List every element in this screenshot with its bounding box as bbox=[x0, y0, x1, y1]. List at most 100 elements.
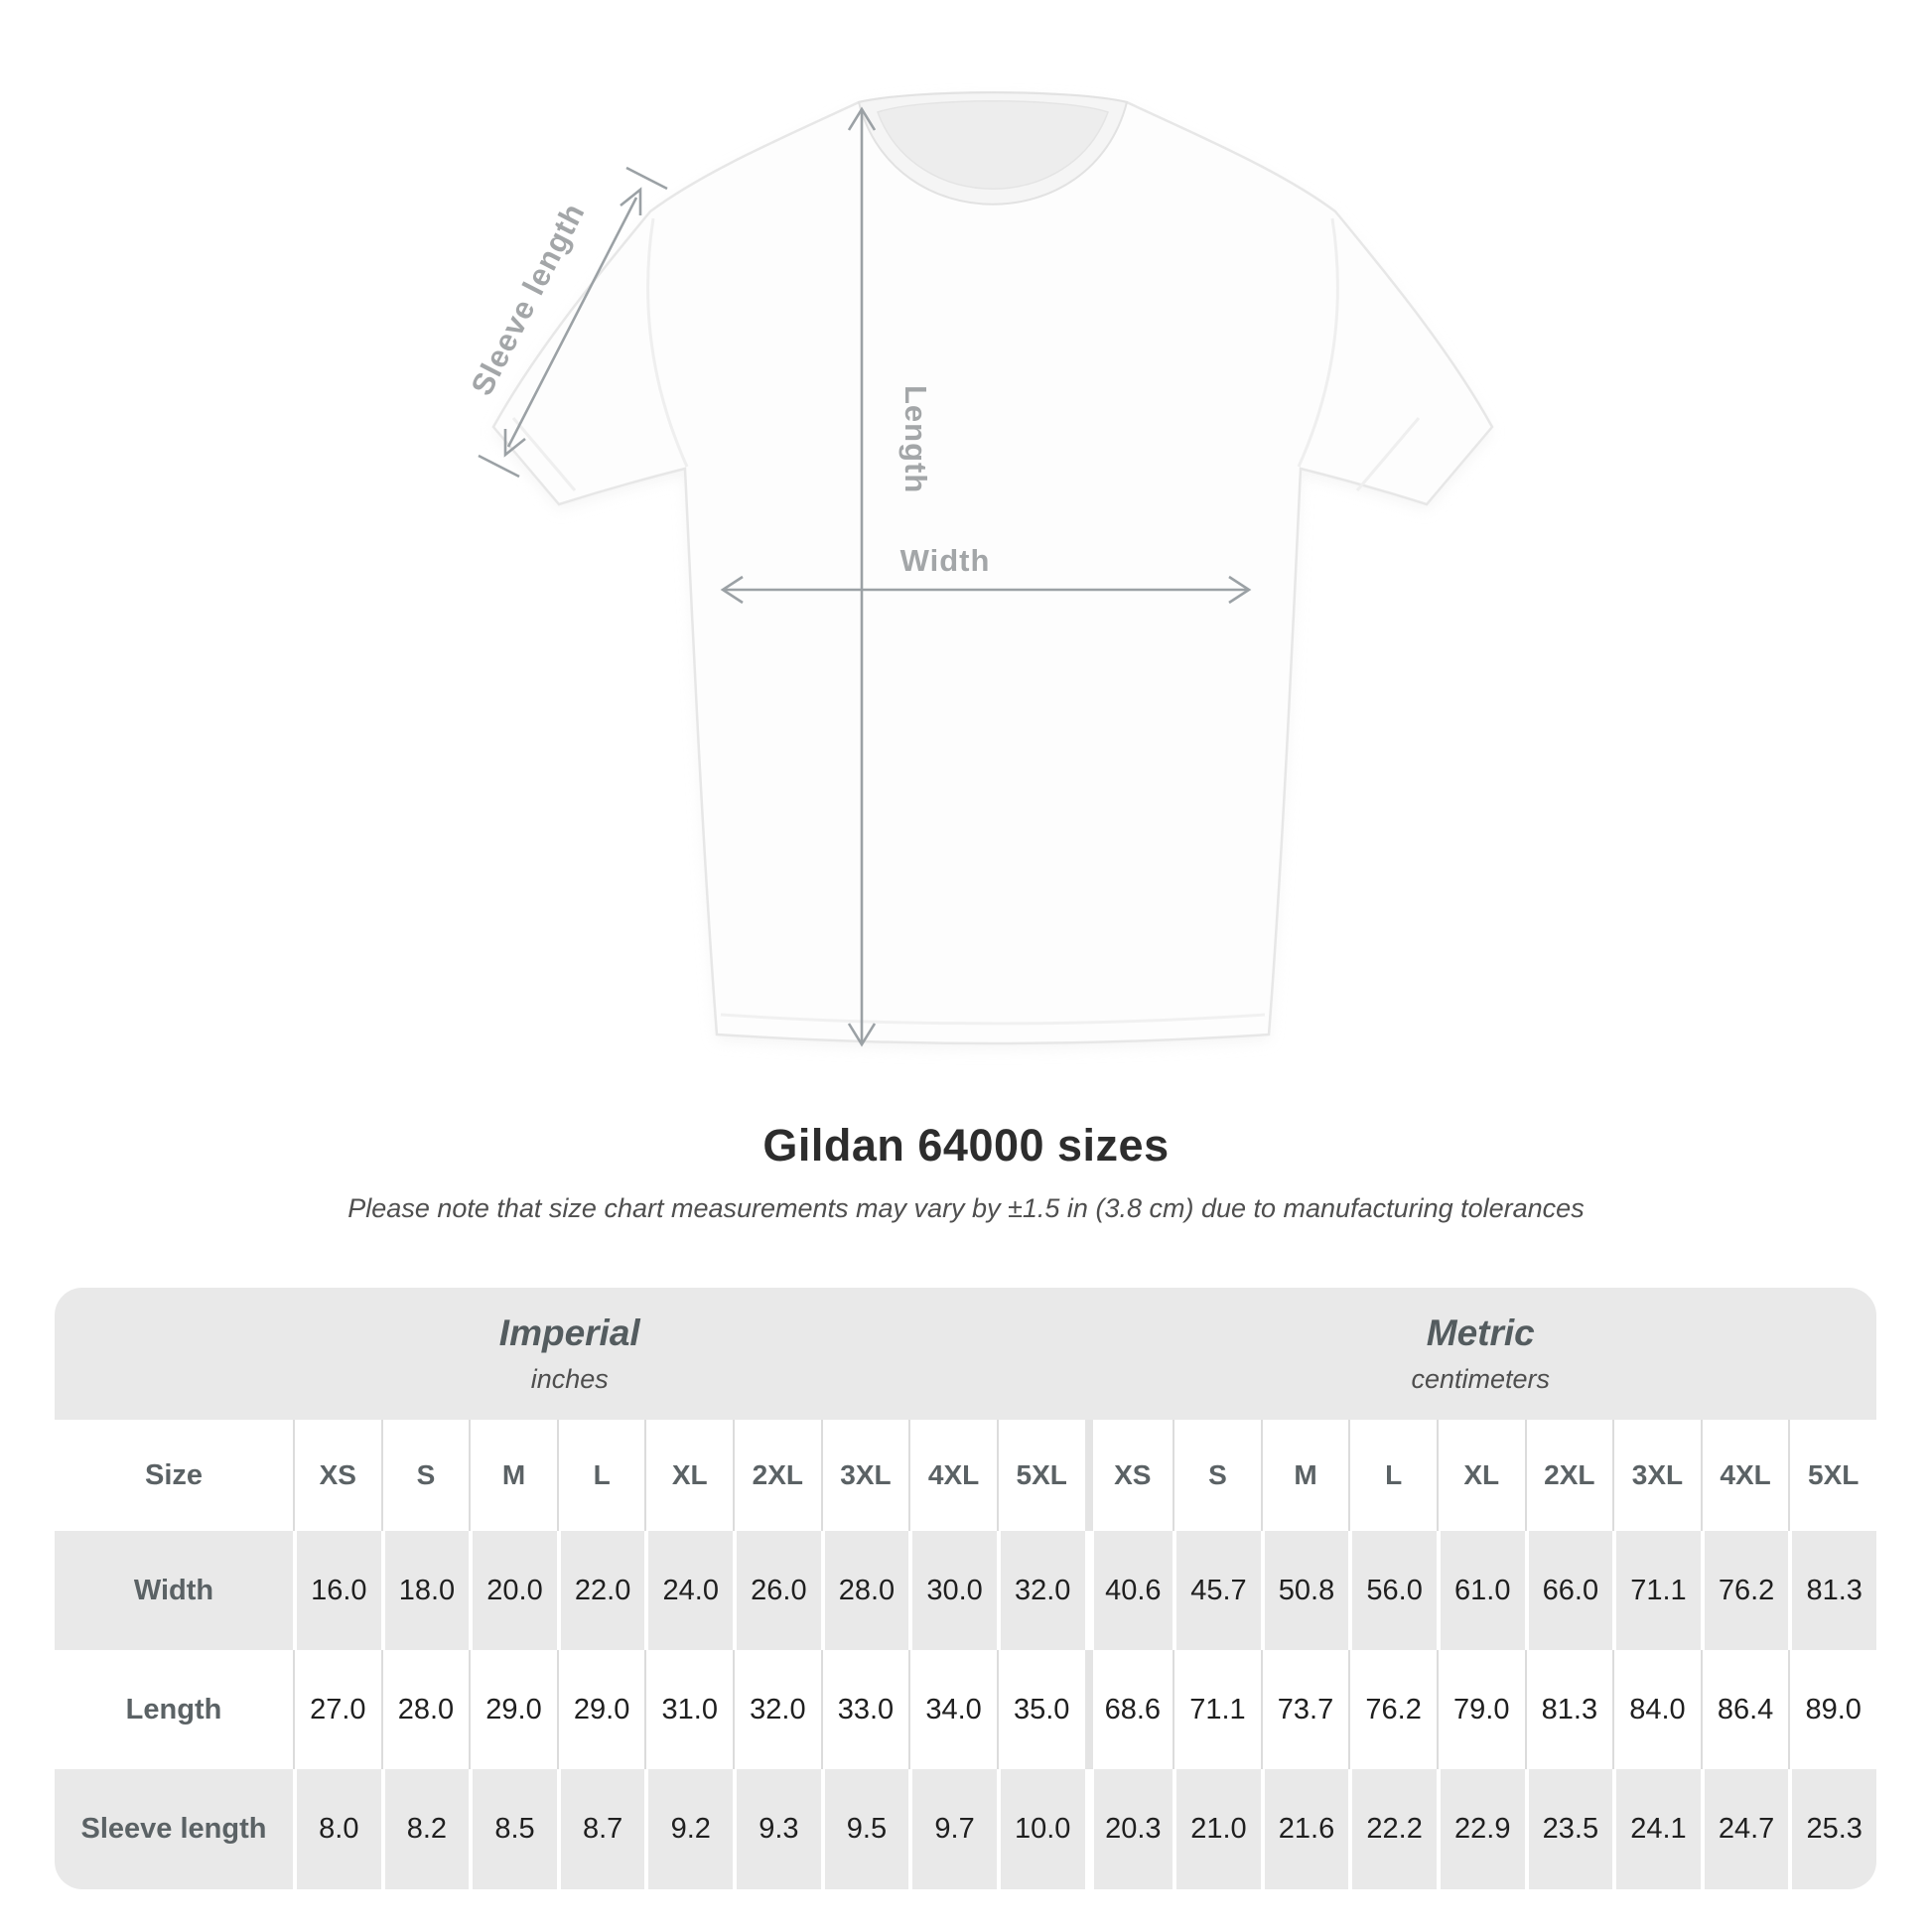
table-cell: 89.0 bbox=[1788, 1650, 1876, 1769]
table-row-width: Width 16.0 18.0 20.0 22.0 24.0 26.0 28.0… bbox=[55, 1531, 1876, 1650]
size-col-header: 2XL bbox=[1524, 1420, 1613, 1531]
size-col-header: 5XL bbox=[1788, 1420, 1876, 1531]
table-cell: 32.0 bbox=[733, 1650, 821, 1769]
size-header-row: Size XS S M L XL 2XL 3XL 4XL 5XL XS S M … bbox=[55, 1420, 1876, 1531]
page-subtitle: Please note that size chart measurements… bbox=[347, 1193, 1585, 1223]
metric-group-unit: centimeters bbox=[1411, 1364, 1551, 1394]
table-cell: 31.0 bbox=[644, 1650, 733, 1769]
metric-group-name: Metric bbox=[1426, 1312, 1535, 1353]
table-cell: 9.5 bbox=[820, 1769, 909, 1889]
collar-opening bbox=[877, 100, 1109, 190]
table-cell: 16.0 bbox=[293, 1531, 381, 1650]
table-cell: 20.0 bbox=[469, 1531, 557, 1650]
table-cell: 24.1 bbox=[1612, 1769, 1701, 1889]
right-cuff-seam bbox=[1355, 417, 1421, 491]
metric-group-header: Metric centimeters bbox=[1085, 1288, 1877, 1420]
size-col-header: XL bbox=[644, 1420, 733, 1531]
table-cell: 40.6 bbox=[1084, 1531, 1173, 1650]
table-cell: 9.3 bbox=[733, 1769, 821, 1889]
table-cell: 35.0 bbox=[996, 1650, 1085, 1769]
table-cell: 29.0 bbox=[469, 1650, 557, 1769]
table-cell: 32.0 bbox=[996, 1531, 1085, 1650]
table-cell: 81.3 bbox=[1788, 1531, 1876, 1650]
table-cell: 20.3 bbox=[1084, 1769, 1173, 1889]
table-cell: 76.2 bbox=[1348, 1650, 1437, 1769]
table-cell: 76.2 bbox=[1700, 1531, 1789, 1650]
size-header-label: Size bbox=[144, 1458, 204, 1491]
table-cell: 45.7 bbox=[1173, 1531, 1261, 1650]
size-col-header: 4XL bbox=[1700, 1420, 1789, 1531]
size-col-header: 3XL bbox=[1612, 1420, 1701, 1531]
length-label: Length bbox=[898, 385, 933, 493]
table-cell: 24.0 bbox=[644, 1531, 733, 1650]
table-cell: 66.0 bbox=[1524, 1531, 1613, 1650]
table-cell: 28.0 bbox=[380, 1650, 470, 1769]
table-cell: 28.0 bbox=[820, 1531, 909, 1650]
table-cell: 71.1 bbox=[1173, 1650, 1261, 1769]
row-label: Sleeve length bbox=[80, 1813, 267, 1845]
table-cell: 68.6 bbox=[1084, 1650, 1173, 1769]
size-col-header: M bbox=[1260, 1420, 1349, 1531]
left-armhole-seam bbox=[646, 217, 689, 468]
tshirt-diagram-svg: Width Length Sleeve length bbox=[464, 91, 1494, 1049]
table-cell: 24.7 bbox=[1700, 1769, 1789, 1889]
size-col-header: S bbox=[380, 1420, 470, 1531]
size-col-header: 2XL bbox=[733, 1420, 821, 1531]
width-arrow bbox=[720, 575, 1252, 605]
table-cell: 71.1 bbox=[1612, 1531, 1701, 1650]
table-cell: 34.0 bbox=[908, 1650, 997, 1769]
size-col-header: M bbox=[469, 1420, 557, 1531]
size-col-header: XS bbox=[1084, 1420, 1173, 1531]
width-label: Width bbox=[900, 543, 991, 578]
left-cuff-seam bbox=[511, 417, 577, 491]
table-cell: 9.2 bbox=[644, 1769, 733, 1889]
table-row-length: Length 27.0 28.0 29.0 29.0 31.0 32.0 33.… bbox=[55, 1650, 1876, 1769]
table-cell: 79.0 bbox=[1436, 1650, 1525, 1769]
tshirt-shape bbox=[491, 91, 1494, 1045]
table-cell: 8.7 bbox=[556, 1769, 645, 1889]
table-cell: 29.0 bbox=[556, 1650, 645, 1769]
table-cell: 21.6 bbox=[1260, 1769, 1349, 1889]
table-cell: 18.0 bbox=[380, 1531, 470, 1650]
right-armhole-seam bbox=[1297, 217, 1339, 468]
tshirt-measurement-diagram: Width Length Sleeve length bbox=[464, 91, 1494, 1049]
table-cell: 61.0 bbox=[1436, 1531, 1525, 1650]
table-cell: 33.0 bbox=[820, 1650, 909, 1769]
size-col-header: 5XL bbox=[996, 1420, 1085, 1531]
imperial-group-header: Imperial inches bbox=[55, 1288, 1085, 1420]
length-arrow bbox=[847, 106, 877, 1047]
table-cell: 21.0 bbox=[1173, 1769, 1261, 1889]
table-cell: 23.5 bbox=[1524, 1769, 1613, 1889]
table-cell: 30.0 bbox=[908, 1531, 997, 1650]
size-col-header: L bbox=[556, 1420, 645, 1531]
unit-group-band: Imperial inches Metric centimeters bbox=[55, 1288, 1876, 1420]
size-col-header: S bbox=[1173, 1420, 1261, 1531]
page-title: Gildan 64000 sizes bbox=[762, 1120, 1170, 1171]
row-label: Width bbox=[133, 1574, 214, 1606]
size-col-header: L bbox=[1348, 1420, 1437, 1531]
imperial-group-unit: inches bbox=[530, 1364, 609, 1394]
hem-stitch bbox=[720, 1013, 1266, 1026]
table-cell: 22.0 bbox=[556, 1531, 645, 1650]
table-cell: 56.0 bbox=[1348, 1531, 1437, 1650]
table-cell: 10.0 bbox=[996, 1769, 1085, 1889]
table-cell: 25.3 bbox=[1788, 1769, 1876, 1889]
size-table: Imperial inches Metric centimeters Size … bbox=[55, 1288, 1876, 1889]
size-col-header: 3XL bbox=[820, 1420, 909, 1531]
table-cell: 22.2 bbox=[1348, 1769, 1437, 1889]
table-cell: 81.3 bbox=[1524, 1650, 1613, 1769]
table-cell: 73.7 bbox=[1260, 1650, 1349, 1769]
size-col-header: 4XL bbox=[908, 1420, 997, 1531]
size-col-header: XL bbox=[1436, 1420, 1525, 1531]
table-cell: 27.0 bbox=[293, 1650, 381, 1769]
table-cell: 8.0 bbox=[293, 1769, 381, 1889]
imperial-group-name: Imperial bbox=[498, 1312, 640, 1353]
table-cell: 9.7 bbox=[908, 1769, 997, 1889]
row-label: Length bbox=[125, 1693, 222, 1725]
table-cell: 50.8 bbox=[1260, 1531, 1349, 1650]
table-cell: 26.0 bbox=[733, 1531, 821, 1650]
sleeve-length-arrow bbox=[478, 166, 668, 479]
title-block: Gildan 64000 sizes Please note that size… bbox=[0, 1120, 1932, 1224]
table-cell: 8.2 bbox=[380, 1769, 470, 1889]
table-cell: 8.5 bbox=[469, 1769, 557, 1889]
